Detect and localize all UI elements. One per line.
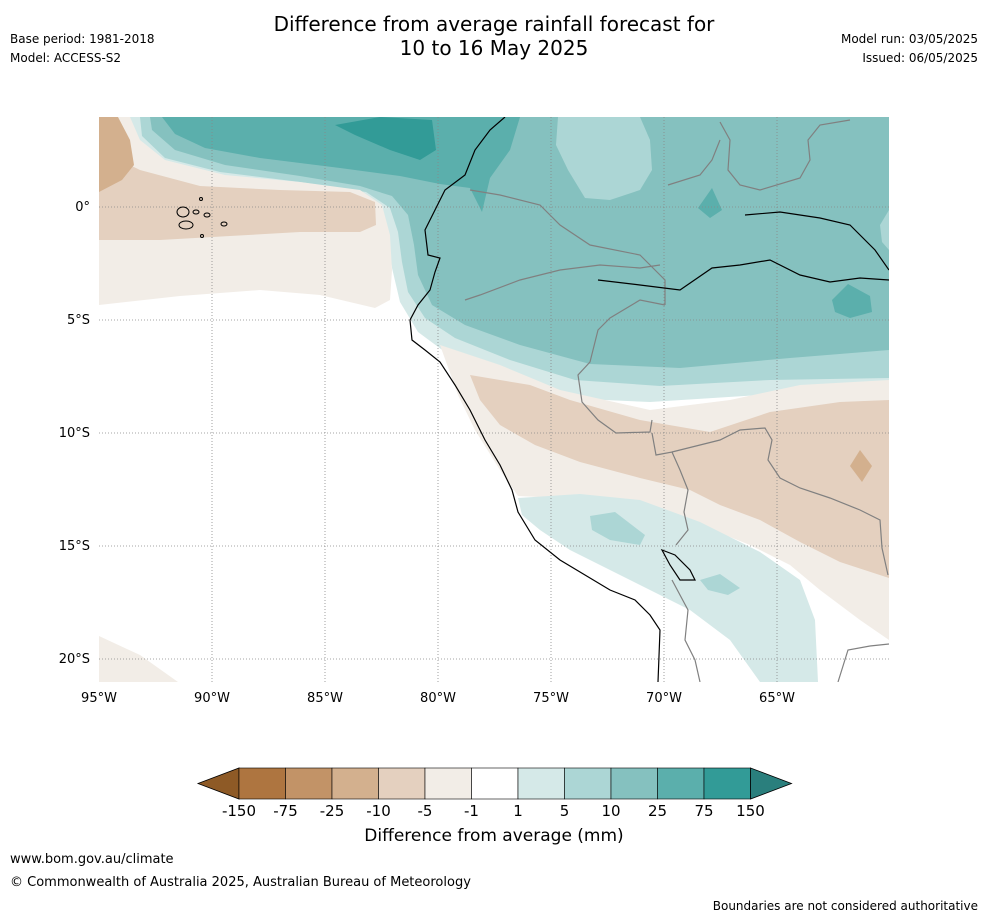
wet-region-10-25 — [150, 117, 889, 368]
dry-region-5-10 — [99, 150, 376, 240]
dry-pocket-south — [850, 450, 872, 482]
wet-pocket-south-1 — [590, 512, 645, 545]
colorbar-extend-high — [750, 767, 793, 800]
lon-label: 70°W — [646, 691, 682, 706]
model-run: Model run: 03/05/2025 — [840, 32, 978, 46]
colorbar-swatch — [331, 767, 379, 800]
colorbar-swatch — [285, 767, 333, 800]
lat-label: 0° — [75, 200, 90, 215]
issued-date: Issued: 06/05/2025 — [862, 51, 978, 65]
colorbar-tick-label: -25 — [320, 802, 345, 820]
colorbar-tick-label: -150 — [222, 802, 256, 820]
title-line-2: 10 to 16 May 2025 — [399, 36, 589, 60]
country-borders — [464, 119, 889, 682]
colorbar-tick-label: 5 — [560, 802, 570, 820]
colorbar-tick-label: 1 — [513, 802, 523, 820]
map-title: Difference from average rainfall forecas… — [0, 12, 988, 60]
footer-note: Boundaries are not considered authoritat… — [712, 899, 978, 913]
colorbar-swatch — [517, 767, 565, 800]
colorbar-title: Difference from average (mm) — [364, 826, 624, 846]
colorbar-swatch — [703, 767, 751, 800]
colorbar-swatch — [238, 767, 286, 800]
lon-label: 75°W — [533, 691, 569, 706]
colorbar-tick-label: 10 — [601, 802, 620, 820]
colorbar-swatch — [378, 767, 426, 800]
colorbar-tick-label: -10 — [366, 802, 391, 820]
colorbar-swatch — [424, 767, 472, 800]
footer-copyright: © Commonwealth of Australia 2025, Austra… — [10, 875, 471, 890]
map-gridlines — [99, 117, 889, 682]
lat-label: 10°S — [59, 426, 90, 441]
dry-region-south-5-10 — [470, 375, 889, 578]
colorbar-swatch — [564, 767, 612, 800]
lat-label: 5°S — [67, 313, 90, 328]
colorbar-tick-label: -75 — [273, 802, 298, 820]
wet-region-75-150 — [335, 117, 436, 160]
wet-pocket-teal-2 — [832, 284, 872, 318]
wet-pocket-high — [556, 117, 652, 200]
lat-axis: 0° 5°S 10°S 15°S 20°S — [59, 200, 90, 667]
colorbar-tick-label: 150 — [736, 802, 765, 820]
coastline — [409, 117, 889, 682]
dry-region-10-25 — [99, 117, 134, 192]
lon-label: 90°W — [194, 691, 230, 706]
title-line-1: Difference from average rainfall forecas… — [273, 12, 715, 36]
lon-label: 80°W — [420, 691, 456, 706]
meta-left: Base period: 1981-2018 Model: ACCESS-S2 — [10, 30, 155, 68]
colorbar-tick-label: 25 — [648, 802, 667, 820]
map-plot-area — [99, 117, 889, 682]
colorbar: -150 -75 -25 -10 -5 -1 1 5 10 25 75 150 — [196, 767, 793, 820]
wet-pocket-east — [880, 210, 889, 250]
colorbar-swatch — [471, 767, 519, 800]
wet-pocket-teal-1 — [698, 188, 722, 218]
meta-right: Model run: 03/05/2025 Issued: 06/05/2025 — [841, 30, 978, 68]
footer-url: www.bom.gov.au/climate — [10, 852, 174, 867]
galapagos-islands — [176, 197, 228, 238]
lat-label: 20°S — [59, 652, 90, 667]
wet-pocket-south-2 — [700, 574, 740, 595]
colorbar-tick-label: -1 — [464, 802, 479, 820]
lat-label: 15°S — [59, 539, 90, 554]
wet-region-south-light — [518, 494, 818, 682]
colorbar-tick-label: 75 — [694, 802, 713, 820]
lon-label: 95°W — [81, 691, 117, 706]
model-name: Model: ACCESS-S2 — [10, 51, 122, 65]
colorbar-extend-low — [196, 767, 240, 800]
colorbar-tick-label: -5 — [418, 802, 433, 820]
lon-label: 65°W — [759, 691, 795, 706]
lon-axis: 95°W 90°W 85°W 80°W 75°W 70°W 65°W — [81, 691, 795, 706]
colorbar-swatch — [657, 767, 705, 800]
base-period: Base period: 1981-2018 — [10, 32, 155, 46]
colorbar-swatch — [610, 767, 658, 800]
lon-label: 85°W — [307, 691, 343, 706]
